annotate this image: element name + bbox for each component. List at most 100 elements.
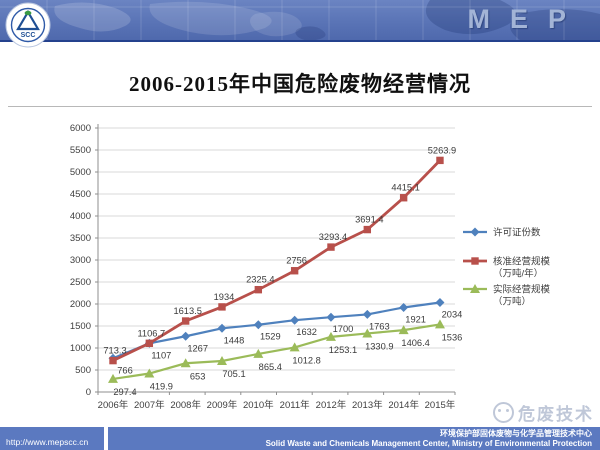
- data-label: 3293.4: [319, 232, 347, 242]
- data-point-marker: [434, 319, 445, 329]
- data-label: 1529: [260, 332, 281, 342]
- footer-url[interactable]: http://www.mepscc.cn: [0, 427, 104, 450]
- data-label: 1613.5: [173, 306, 201, 316]
- title-divider: [8, 106, 592, 107]
- data-label: 1921: [405, 314, 426, 324]
- data-point-marker: [363, 225, 372, 234]
- y-tick-label: 3000: [70, 255, 91, 266]
- data-label: 2034: [442, 310, 463, 320]
- x-tick-label: 2009年: [207, 399, 238, 411]
- series-line-2: [112, 323, 441, 381]
- scc-logo: SCC: [5, 2, 51, 48]
- data-point-marker: [181, 331, 191, 341]
- y-tick-label: 6000: [70, 123, 91, 134]
- data-label: 865.4: [259, 362, 282, 372]
- legend-label: 实际经营规模: [493, 284, 551, 296]
- data-label: 1106.7: [137, 328, 165, 338]
- data-point-marker: [253, 348, 264, 358]
- x-tick-label: 2015年: [425, 399, 456, 411]
- data-point-marker: [145, 339, 154, 348]
- data-label: 705.1: [222, 369, 245, 379]
- series-line-0: [112, 301, 441, 360]
- data-point-marker: [290, 315, 300, 325]
- data-label: 419.9: [150, 382, 173, 392]
- mep-logo-text: MEP: [467, 4, 586, 34]
- footer-org: 环境保护部固体废物与化学品管理技术中心 Solid Waste and Chem…: [108, 427, 600, 450]
- y-tick-label: 0: [86, 387, 91, 398]
- data-label: 1632: [296, 327, 317, 337]
- data-point-marker: [325, 331, 336, 341]
- y-tick-label: 1000: [70, 343, 91, 354]
- legend-marker: [470, 227, 480, 237]
- data-point-marker: [180, 358, 191, 368]
- y-tick-label: 4500: [70, 189, 91, 200]
- y-tick-label: 2500: [70, 277, 91, 288]
- data-point-marker: [181, 317, 190, 325]
- data-label: 1012.8: [292, 355, 320, 365]
- data-point-marker: [326, 312, 336, 322]
- x-tick-label: 2011年: [280, 399, 310, 411]
- data-point-marker: [362, 328, 373, 338]
- data-point-marker: [398, 325, 409, 335]
- data-point-marker: [253, 320, 263, 330]
- data-label: 653: [190, 371, 206, 381]
- data-point-marker: [254, 285, 263, 294]
- x-tick-label: 2008年: [170, 399, 201, 411]
- footer: http://www.mepscc.cn 环境保护部固体废物与化学品管理技术中心…: [0, 427, 600, 450]
- header-banner: MEP: [0, 0, 600, 42]
- world-map-graphic: [0, 0, 600, 40]
- footer-separator: [104, 427, 108, 450]
- scc-logo-text: SCC: [21, 32, 36, 39]
- legend-label: 许可证份数: [493, 227, 541, 239]
- data-label: 3691.4: [355, 215, 383, 225]
- footer-org-cn: 环境保护部固体废物与化学品管理技术中心: [440, 429, 592, 438]
- data-label: 1406.4: [401, 338, 429, 348]
- data-label: 766: [117, 365, 133, 375]
- page-title: 2006-2015年中国危险废物经营情况: [129, 72, 471, 96]
- data-label: 2325.4: [246, 275, 274, 285]
- legend-marker: [471, 257, 479, 265]
- data-label: 4415.1: [391, 183, 419, 193]
- data-point-marker: [327, 243, 335, 251]
- data-label: 713.3: [103, 346, 126, 356]
- data-point-marker: [217, 323, 227, 333]
- data-point-marker: [362, 309, 372, 319]
- y-tick-label: 3500: [70, 233, 91, 244]
- legend-label-line2: （万吨/年）: [493, 268, 543, 280]
- legend-marker: [470, 284, 480, 293]
- data-label: 1267: [187, 343, 208, 353]
- flask-icon: [16, 9, 40, 31]
- data-point-marker: [399, 194, 408, 202]
- data-point-marker: [435, 298, 445, 308]
- data-label: 1700: [333, 324, 354, 334]
- series-line-1: [112, 159, 441, 362]
- data-point-marker: [289, 342, 300, 352]
- x-tick-label: 2012年: [316, 399, 347, 411]
- data-point-marker: [216, 355, 227, 365]
- x-tick-label: 2014年: [388, 399, 419, 411]
- data-label: 1253.1: [329, 345, 357, 355]
- x-tick-label: 2006年: [98, 399, 129, 411]
- footer-org-en: Solid Waste and Chemicals Management Cen…: [265, 439, 592, 448]
- data-point-marker: [436, 156, 444, 165]
- data-label: 1107: [151, 350, 171, 360]
- smiley-icon: [493, 402, 514, 423]
- data-label: 297.4: [113, 387, 136, 397]
- data-point-marker: [290, 267, 299, 275]
- watermark-text: 危废技术: [518, 405, 594, 424]
- x-tick-label: 2013年: [352, 399, 383, 411]
- legend-label-line2: （万吨）: [493, 296, 531, 308]
- data-point-marker: [144, 368, 155, 378]
- data-label: 5263.9: [428, 145, 456, 155]
- data-label: 1448: [224, 335, 245, 345]
- y-tick-label: 4000: [70, 211, 91, 222]
- data-label: 1934: [214, 292, 235, 302]
- x-tick-label: 2010年: [243, 399, 274, 411]
- data-label: 1763: [369, 321, 390, 331]
- x-tick-label: 2007年: [134, 399, 165, 411]
- data-point-marker: [109, 356, 117, 365]
- data-label: 1536: [442, 332, 463, 342]
- y-tick-label: 1500: [70, 321, 91, 332]
- y-tick-label: 2000: [70, 299, 91, 310]
- line-chart: 0 500 1000 1500 2000 2500 3000 3500 4000 4500 5000…: [70, 123, 551, 411]
